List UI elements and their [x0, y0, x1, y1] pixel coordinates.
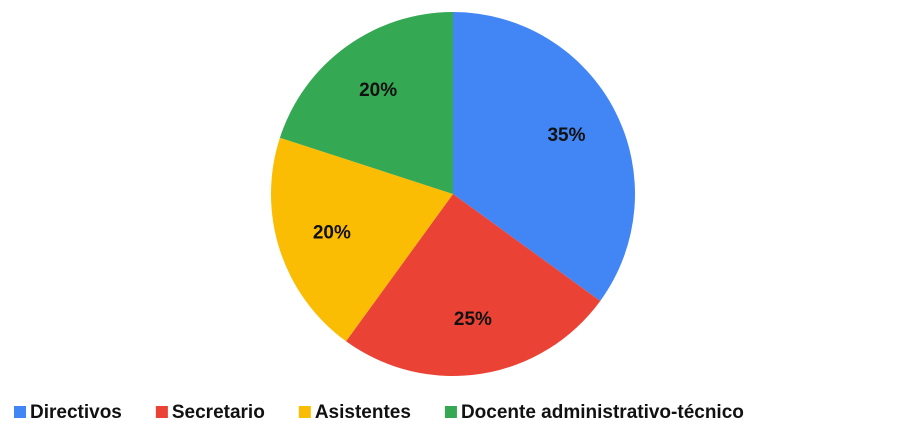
legend-swatch [298, 406, 311, 418]
pie-slice [453, 12, 635, 301]
slice-label: 35% [547, 125, 585, 146]
slice-label: 25% [454, 309, 492, 330]
legend-label: Secretario [172, 402, 265, 423]
legend-swatch [155, 406, 168, 418]
pie-slice [346, 194, 601, 376]
legend-swatch [14, 406, 26, 418]
legend-label: Directivos [30, 402, 122, 423]
legend-label: Asistentes [315, 402, 411, 423]
legend-swatch [444, 406, 457, 418]
pie-slice [279, 12, 453, 194]
slice-label: 20% [313, 222, 351, 243]
slice-label: 20% [359, 80, 397, 101]
pie-slice [271, 137, 453, 342]
legend-label: Docente administrativo-técnico [461, 402, 744, 423]
